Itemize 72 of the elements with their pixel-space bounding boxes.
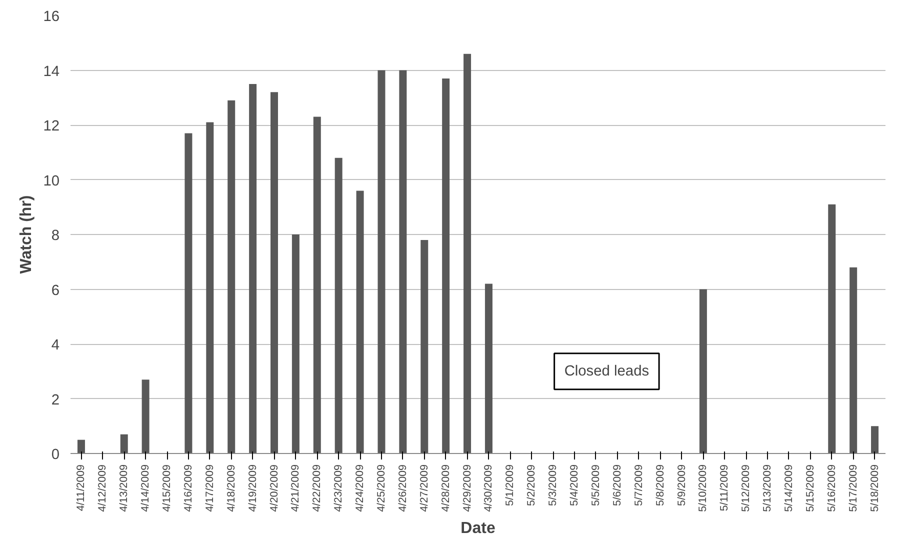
x-tick-label: 4/28/2009 — [440, 464, 452, 512]
bar — [420, 240, 428, 454]
y-tick-label: 16 — [43, 9, 60, 25]
bar — [442, 78, 450, 454]
x-tick-label: 4/16/2009 — [182, 464, 194, 512]
x-tick-label: 4/12/2009 — [96, 464, 109, 512]
y-tick-label: 14 — [43, 64, 60, 80]
y-axis-title: Watch (hr) — [18, 195, 36, 274]
bar — [871, 426, 879, 454]
x-tick-label: 5/2/2009 — [526, 464, 538, 506]
x-tick-label: 5/13/2009 — [762, 464, 774, 512]
bar — [270, 92, 278, 454]
bar — [356, 190, 364, 454]
bar — [699, 289, 707, 454]
bar — [828, 204, 836, 454]
x-tick-label: 5/14/2009 — [782, 464, 795, 512]
bar — [184, 133, 192, 454]
annotation: Closed leads — [564, 363, 650, 380]
y-tick-label: 12 — [43, 118, 60, 134]
x-tick-label: 4/23/2009 — [332, 464, 345, 512]
x-tick-label: 4/25/2009 — [375, 464, 388, 512]
x-tick-label: 5/3/2009 — [547, 464, 560, 506]
x-tick-label: 5/7/2009 — [632, 464, 645, 506]
x-tick-label: 4/20/2009 — [268, 464, 280, 512]
x-tick-label: 4/26/2009 — [396, 464, 409, 512]
x-tick-label: 5/9/2009 — [676, 464, 688, 506]
x-tick-label: 5/1/2009 — [504, 464, 516, 506]
x-tick-label: 5/17/2009 — [847, 464, 860, 512]
y-tick-label: 4 — [51, 338, 60, 354]
x-tick-label: 5/10/2009 — [697, 464, 710, 512]
bar — [464, 54, 472, 454]
bar — [399, 70, 407, 454]
y-tick-label: 10 — [43, 173, 60, 190]
bar — [378, 70, 386, 454]
x-tick-label: 5/16/2009 — [826, 464, 838, 512]
bar — [206, 122, 214, 454]
x-tick-label: 4/15/2009 — [161, 464, 174, 512]
bar — [292, 234, 300, 454]
bar — [142, 380, 150, 454]
x-tick-label: 5/15/2009 — [804, 464, 816, 512]
x-tick-label: 5/5/2009 — [590, 464, 602, 506]
x-tick-label: 4/18/2009 — [225, 464, 238, 512]
x-tick-label: 4/17/2009 — [204, 464, 216, 512]
x-tick-label: 5/8/2009 — [654, 464, 666, 506]
bar — [249, 84, 257, 454]
bar — [334, 158, 342, 454]
bar — [77, 440, 85, 454]
bar — [850, 267, 858, 454]
x-tick-label: 5/12/2009 — [740, 464, 752, 512]
x-axis-title: Date — [460, 520, 496, 537]
bar — [313, 116, 321, 454]
x-tick-label: 4/24/2009 — [354, 464, 366, 512]
x-tick-label: 4/22/2009 — [311, 464, 324, 512]
bar — [484, 284, 492, 454]
x-tick-label: 4/29/2009 — [461, 464, 474, 512]
x-tick-label: 5/11/2009 — [718, 464, 731, 512]
y-tick-label: 0 — [51, 447, 60, 463]
x-tick-label: 5/6/2009 — [611, 464, 624, 506]
x-tick-label: 4/11/2009 — [75, 464, 88, 512]
bar — [228, 100, 236, 454]
x-tick-label: 4/21/2009 — [290, 464, 302, 512]
x-tick-label: 5/18/2009 — [868, 464, 881, 512]
x-tick-label: 4/27/2009 — [418, 464, 430, 512]
x-tick-label: 4/14/2009 — [140, 464, 152, 512]
x-tick-label: 5/4/2009 — [568, 464, 581, 506]
x-tick-label: 4/13/2009 — [118, 464, 130, 512]
bar — [120, 434, 128, 454]
y-tick-label: 6 — [51, 282, 60, 299]
y-tick-label: 8 — [51, 228, 60, 244]
y-tick-label: 2 — [51, 392, 60, 408]
x-tick-label: 4/30/2009 — [482, 464, 495, 512]
x-tick-label: 4/19/2009 — [246, 464, 259, 512]
